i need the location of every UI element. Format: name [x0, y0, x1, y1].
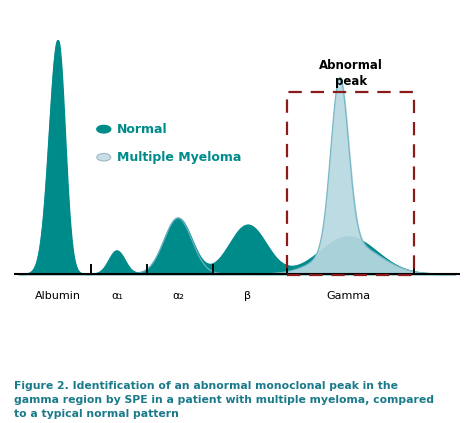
Text: α₂: α₂	[172, 291, 184, 300]
Text: Gamma: Gamma	[326, 291, 371, 300]
Text: Multiple Myeloma: Multiple Myeloma	[117, 151, 241, 164]
Text: Figure 2. Identification of an abnormal monoclonal peak in the
gamma region by S: Figure 2. Identification of an abnormal …	[14, 381, 434, 419]
Circle shape	[97, 126, 111, 133]
Circle shape	[97, 154, 111, 161]
Text: Albumin: Albumin	[35, 291, 81, 300]
Text: α₁: α₁	[111, 291, 123, 300]
Bar	[287, 92, 414, 275]
Text: β: β	[245, 291, 251, 300]
Text: Abnormal
peak: Abnormal peak	[319, 59, 383, 88]
Text: Normal: Normal	[117, 123, 167, 136]
